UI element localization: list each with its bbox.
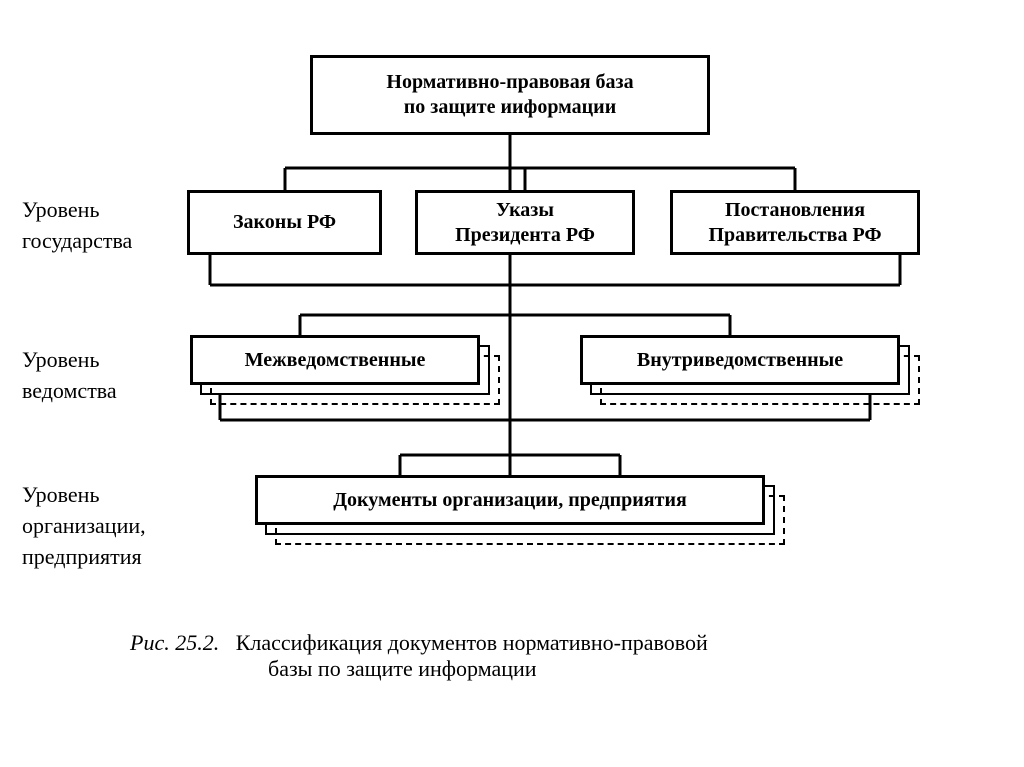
node-gov-decrees-l1: Указы [496,198,554,223]
node-gov-laws-text: Законы РФ [233,210,336,235]
figure-number: Рис. 25.2. [130,630,219,655]
node-org: Документы организации, предприятия [255,475,765,525]
node-dep-intra-text: Внутриведомственные [637,348,843,373]
node-root: Нормативно-правовая база по защите иифор… [310,55,710,135]
node-dep-intra: Внутриведомственные [580,335,900,385]
figure-caption: Рис. 25.2. Классификация документов норм… [130,630,708,682]
node-gov-laws: Законы РФ [187,190,382,255]
node-dep-inter-text: Межведомственные [245,348,426,373]
node-gov-resolutions: Постановления Правительства РФ [670,190,920,255]
node-gov-resolutions-l2: Правительства РФ [708,223,881,248]
node-org-text: Документы организации, предприятия [333,488,687,513]
label-level-org: Уровень организации, предприятия [22,480,146,572]
label-level-state: Уровень государства [22,195,132,257]
node-gov-decrees: Указы Президента РФ [415,190,635,255]
caption-l1: Классификация документов нормативно-прав… [236,630,708,655]
node-root-l2: по защите ииформации [404,95,616,120]
node-root-l1: Нормативно-правовая база [386,70,633,95]
caption-l2: базы по защите информации [268,656,537,681]
node-gov-decrees-l2: Президента РФ [455,223,595,248]
diagram-root: Нормативно-правовая база по защите иифор… [0,0,1024,767]
node-gov-resolutions-l1: Постановления [725,198,865,223]
label-level-department: Уровень ведомства [22,345,117,407]
node-dep-inter: Межведомственные [190,335,480,385]
